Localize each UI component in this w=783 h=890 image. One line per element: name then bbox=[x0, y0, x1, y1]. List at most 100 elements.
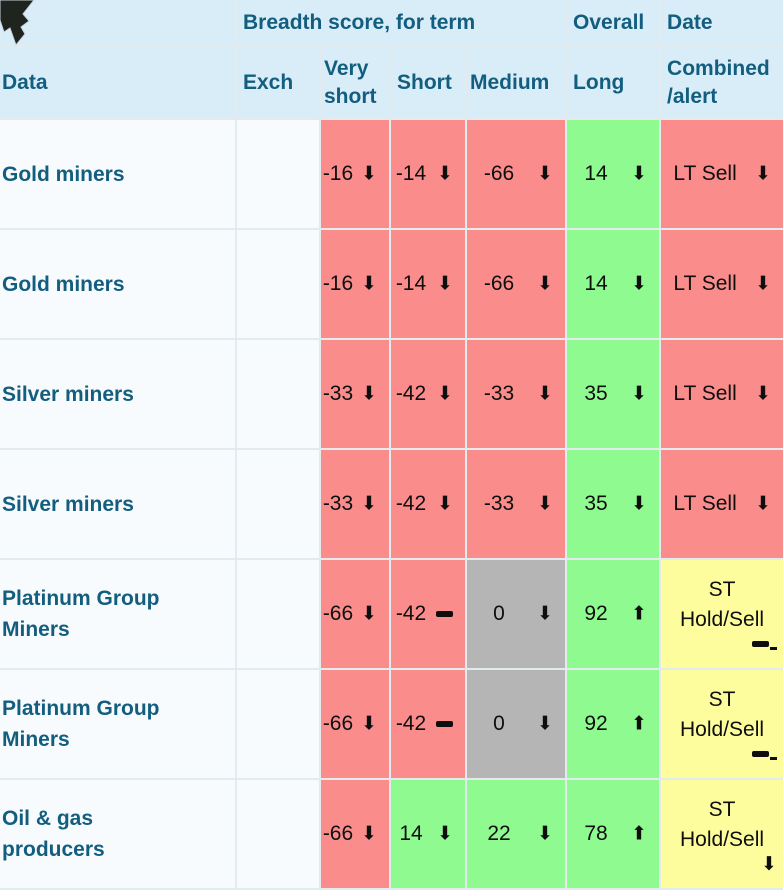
col-header-combined-alert: Combined /alert bbox=[660, 46, 783, 120]
group-header-row: Breadth score, for term Overall Date bbox=[0, 0, 783, 47]
group-header-breadth-score: Breadth score, for term bbox=[236, 0, 568, 47]
down-trend-icon: ⬇ bbox=[755, 162, 772, 185]
flat-trend-icon bbox=[752, 751, 778, 760]
row-label[interactable]: Platinum Group Miners bbox=[0, 559, 237, 670]
score-cell: 14 ⬇ bbox=[566, 229, 662, 340]
score-content: -16 ⬇ bbox=[321, 159, 389, 189]
exch-value bbox=[236, 669, 321, 780]
row-label[interactable]: Gold miners bbox=[0, 229, 237, 340]
alert-label: LT Sell bbox=[673, 492, 737, 515]
down-trend-icon: ⬇ bbox=[537, 382, 554, 405]
alert-label: Hold/Sell bbox=[680, 608, 765, 631]
row-label[interactable]: Gold miners bbox=[0, 119, 237, 230]
score-value: -42 bbox=[395, 602, 427, 625]
score-value: 78 bbox=[584, 822, 608, 845]
score-cell: 92 ⬆ bbox=[566, 669, 662, 780]
alert-content: LT Sell ⬇ bbox=[661, 489, 783, 519]
score-value: -33 bbox=[483, 492, 515, 515]
alert-indicator-row bbox=[661, 635, 783, 653]
down-trend-icon: ⬇ bbox=[631, 382, 648, 405]
row-label[interactable]: Silver miners bbox=[0, 449, 237, 560]
table-row: Platinum Group Miners -66 ⬇ -42 0 ⬇ 92 ⬆ ST Hold/… bbox=[0, 559, 783, 670]
score-value: 14 bbox=[399, 822, 423, 845]
score-value: -66 bbox=[322, 822, 354, 845]
flat-dash-small bbox=[770, 756, 778, 760]
score-content: -33 ⬇ bbox=[321, 379, 389, 409]
score-value: 92 bbox=[584, 712, 608, 735]
score-cell: -16 ⬇ bbox=[320, 119, 391, 230]
alert-cell: LT Sell ⬇ bbox=[660, 119, 783, 230]
score-cell: 0 ⬇ bbox=[466, 559, 568, 670]
col-header-exch: Exch bbox=[236, 46, 321, 120]
score-content: 92 ⬆ bbox=[567, 709, 659, 739]
alert-content: ST Hold/Sell bbox=[661, 685, 783, 763]
down-trend-icon: ⬇ bbox=[537, 272, 554, 295]
score-value: -42 bbox=[395, 492, 427, 515]
score-content: -66 ⬇ bbox=[321, 819, 389, 849]
score-value: -66 bbox=[483, 272, 515, 295]
score-content: -14 ⬇ bbox=[391, 269, 465, 299]
alert-cell: LT Sell ⬇ bbox=[660, 339, 783, 450]
exch-value bbox=[236, 339, 321, 450]
up-trend-icon: ⬆ bbox=[631, 712, 648, 735]
down-trend-icon: ⬇ bbox=[361, 712, 377, 735]
col-header-long: Long bbox=[566, 46, 662, 120]
alert-cell: ST Hold/Sell bbox=[660, 669, 783, 780]
score-cell: 0 ⬇ bbox=[466, 669, 568, 780]
score-content: 35 ⬇ bbox=[567, 489, 659, 519]
down-trend-icon: ⬇ bbox=[537, 822, 554, 845]
score-cell: -14 ⬇ bbox=[390, 119, 467, 230]
score-content: -33 ⬇ bbox=[467, 379, 565, 409]
score-content: -66 ⬇ bbox=[321, 709, 389, 739]
down-trend-icon: ⬇ bbox=[437, 162, 453, 185]
row-label[interactable]: Platinum Group Miners bbox=[0, 669, 237, 780]
table-row: Oil & gas producers -66 ⬇ 14 ⬇ 22 ⬇ 78 ⬆ ST Hold/S… bbox=[0, 779, 783, 890]
score-content: 35 ⬇ bbox=[567, 379, 659, 409]
down-trend-icon: ⬇ bbox=[755, 492, 772, 515]
alert-content: ST Hold/Sell bbox=[661, 575, 783, 653]
alert-content: LT Sell ⬇ bbox=[661, 379, 783, 409]
alert-label: LT Sell bbox=[673, 162, 737, 185]
score-value: -14 bbox=[395, 162, 427, 185]
exch-value bbox=[236, 449, 321, 560]
score-content: 78 ⬆ bbox=[567, 819, 659, 849]
score-cell: -14 ⬇ bbox=[390, 229, 467, 340]
alert-label: LT Sell bbox=[673, 382, 737, 405]
col-header-data: Data bbox=[0, 46, 237, 120]
alert-content: LT Sell ⬇ bbox=[661, 159, 783, 189]
alert-label: LT Sell bbox=[673, 272, 737, 295]
score-cell: -66 ⬇ bbox=[320, 779, 391, 890]
alert-label: Hold/Sell bbox=[680, 828, 765, 851]
flat-dash bbox=[752, 751, 770, 757]
exch-value bbox=[236, 559, 321, 670]
down-trend-icon: ⬇ bbox=[361, 822, 377, 845]
score-cell: -33 ⬇ bbox=[466, 449, 568, 560]
row-label[interactable]: Oil & gas producers bbox=[0, 779, 237, 890]
table-row: Gold miners -16 ⬇ -14 ⬇ -66 ⬇ 14 ⬇ LT Sell ⬇ bbox=[0, 119, 783, 230]
score-content: -42 ⬇ bbox=[391, 489, 465, 519]
down-trend-icon: ⬇ bbox=[361, 272, 377, 295]
score-content: -33 ⬇ bbox=[321, 489, 389, 519]
score-value: -14 bbox=[395, 272, 427, 295]
group-header-overall: Overall bbox=[566, 0, 662, 47]
score-cell: -66 ⬇ bbox=[466, 119, 568, 230]
alert-indicator-row bbox=[661, 745, 783, 763]
exch-value bbox=[236, 119, 321, 230]
row-label[interactable]: Silver miners bbox=[0, 339, 237, 450]
down-trend-icon: ⬇ bbox=[437, 272, 453, 295]
score-cell: -33 ⬇ bbox=[320, 339, 391, 450]
alert-cell: ST Hold/Sell ⬇ bbox=[660, 779, 783, 890]
flat-dash-small bbox=[770, 646, 778, 650]
score-cell: -42 ⬇ bbox=[390, 339, 467, 450]
down-trend-icon: ⬇ bbox=[361, 162, 377, 185]
up-trend-icon: ⬆ bbox=[631, 822, 648, 845]
flat-dash bbox=[436, 721, 453, 727]
alert-indicator-row: ⬇ bbox=[661, 854, 783, 873]
score-value: -33 bbox=[322, 492, 354, 515]
down-trend-icon: ⬇ bbox=[537, 602, 554, 625]
down-trend-icon: ⬇ bbox=[361, 602, 377, 625]
down-trend-icon: ⬇ bbox=[437, 492, 453, 515]
score-value: 92 bbox=[584, 602, 608, 625]
table-row: Gold miners -16 ⬇ -14 ⬇ -66 ⬇ 14 ⬇ LT Sell ⬇ bbox=[0, 229, 783, 340]
